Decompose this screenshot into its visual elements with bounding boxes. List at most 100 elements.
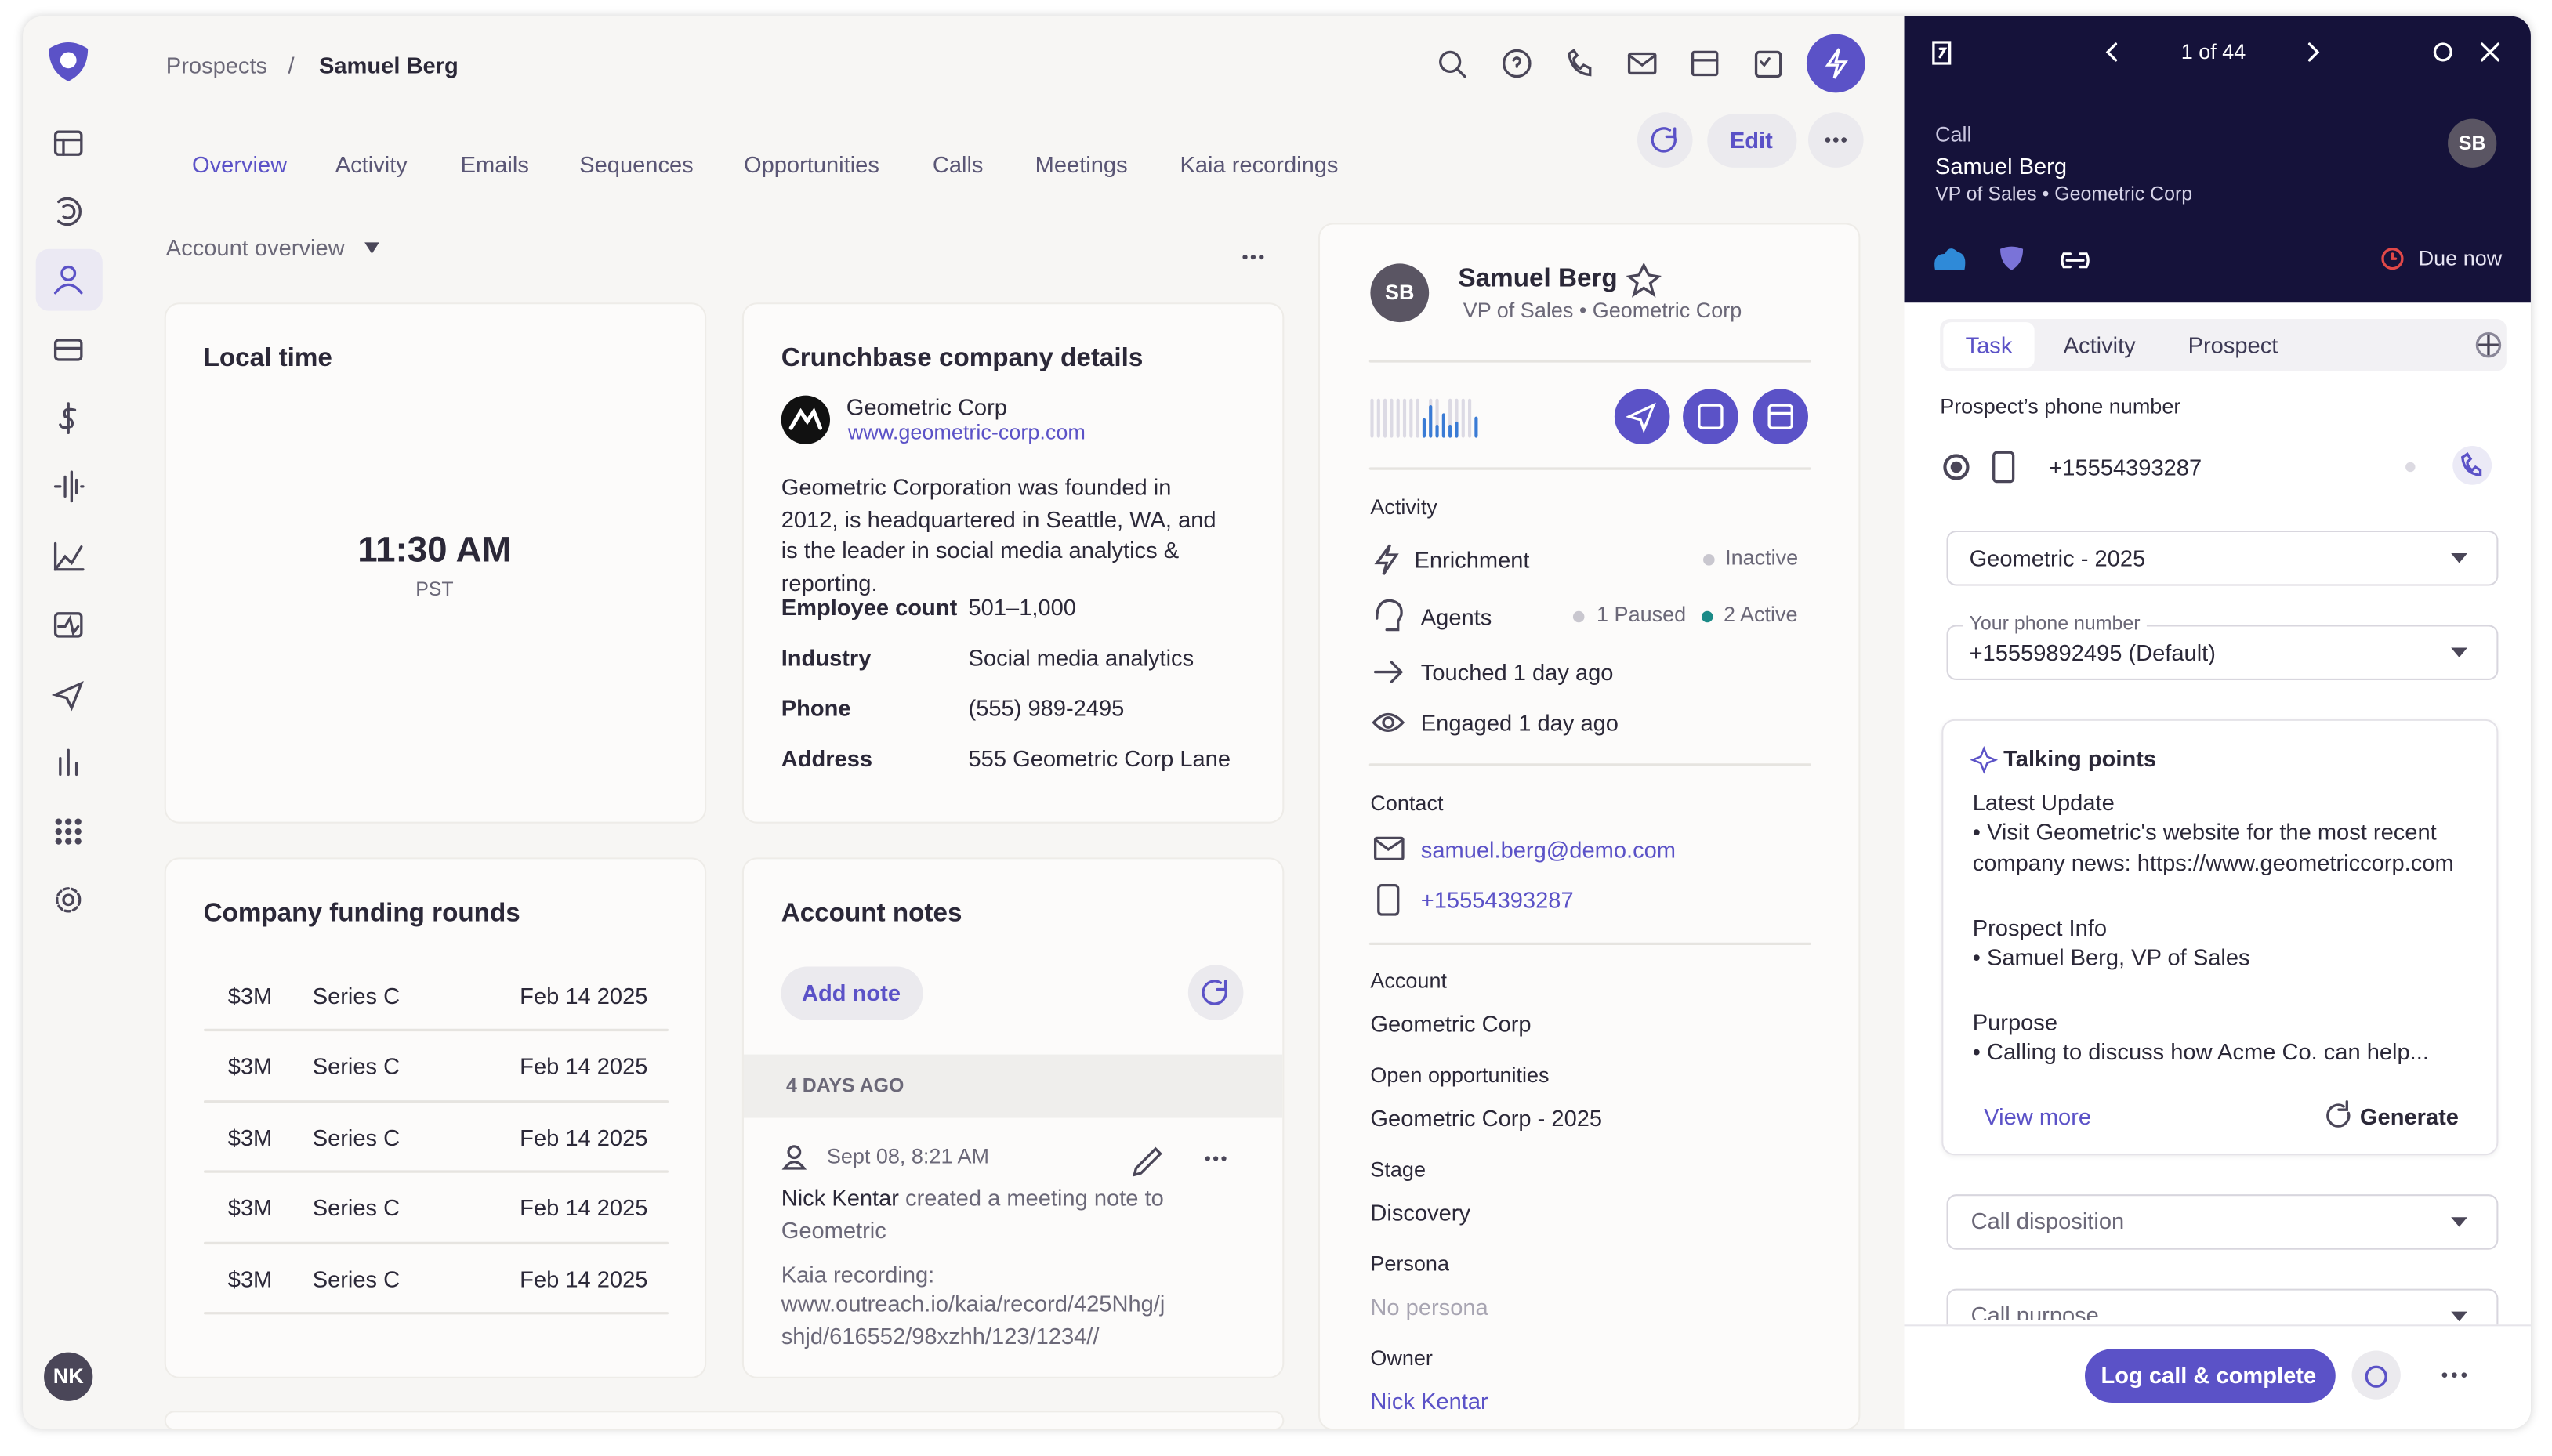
add-note-button[interactable]: Add note — [802, 980, 901, 1006]
talking-point-heading: Latest Update — [1972, 789, 2115, 816]
icon-circle — [1825, 137, 1831, 143]
crunchbase-card — [743, 304, 1283, 822]
notes-group-label: 4 DAYS AGO — [785, 1074, 904, 1097]
task-kind: Call — [1934, 121, 1972, 147]
icon-circle — [1806, 34, 1865, 93]
funding-amount: $3M — [227, 983, 273, 1009]
funding-amount: $3M — [227, 1053, 273, 1080]
edit-button[interactable]: Edit — [1729, 126, 1773, 154]
icon-circle — [65, 818, 72, 825]
activity-item: Enrichment — [1414, 546, 1530, 573]
status: Inactive — [1725, 545, 1799, 570]
icon-rect — [1691, 50, 1719, 77]
field-label: Industry — [781, 644, 872, 671]
tab[interactable]: Opportunities — [743, 151, 879, 178]
select-placeholder[interactable]: Call purpose — [1970, 1302, 2099, 1328]
select-placeholder[interactable]: Call disposition — [1970, 1207, 2125, 1233]
select-value[interactable]: +15559892495 (Default) — [1969, 639, 2216, 666]
icon-circle — [2441, 1372, 2448, 1378]
tab[interactable]: Meetings — [1035, 151, 1128, 178]
icon-rect — [1627, 52, 1657, 75]
icon-path — [2477, 334, 2500, 357]
icon-path — [1825, 48, 1848, 79]
breadcrumb-current: Samuel Berg — [318, 52, 459, 78]
icon-circle — [1701, 610, 1713, 623]
email-link[interactable]: samuel.berg@demo.com — [1420, 836, 1677, 863]
icon-circle — [1943, 454, 1970, 480]
breadcrumb-link[interactable]: Prospects — [165, 52, 268, 78]
icon-line — [1456, 68, 1466, 78]
tab[interactable]: Overview — [192, 151, 288, 178]
prospect-subtitle: VP of Sales • Geometric Corp — [1463, 297, 1742, 323]
tab[interactable]: Kaia recordings — [1180, 151, 1339, 178]
breadcrumb-separator: / — [288, 52, 295, 78]
task-footer — [1904, 1324, 2531, 1429]
tab[interactable]: Emails — [460, 151, 529, 178]
status: 1 Paused — [1597, 602, 1687, 627]
icon-path — [1422, 405, 1478, 438]
funding-series: Series C — [312, 1053, 401, 1080]
field-label: Your phone number — [1963, 608, 2147, 638]
icon-path — [2000, 246, 2024, 270]
field-value: (555) 989-2495 — [968, 694, 1125, 721]
edit-button[interactable] — [1707, 114, 1797, 168]
funding-date: Feb 14 2025 — [520, 1265, 648, 1291]
detail-value[interactable]: Nick Kentar — [1370, 1388, 1488, 1414]
icon-rect — [1992, 451, 2015, 484]
select[interactable] — [1946, 530, 2499, 586]
icon-circle — [60, 265, 77, 281]
note-summary: Nick Kentar created a meeting note to Ge… — [781, 1183, 1172, 1247]
icon-circle — [2381, 248, 2404, 270]
notes-group-band — [743, 1054, 1283, 1118]
select[interactable] — [1946, 1194, 2499, 1250]
task-tab[interactable]: Task — [1965, 331, 2013, 358]
icon-circle — [62, 893, 75, 907]
notes-card — [743, 859, 1283, 1377]
icon-path — [1370, 398, 1472, 438]
icon-circle — [1370, 263, 1430, 323]
funding-date: Feb 14 2025 — [520, 1053, 648, 1080]
icon-g — [2441, 1372, 2467, 1378]
complete-button[interactable] — [2084, 1349, 2336, 1403]
icon-circle — [56, 887, 82, 913]
avatar: SB — [2458, 132, 2486, 155]
phone-link[interactable]: +15554393287 — [1420, 886, 1574, 913]
icon-circle — [1221, 1156, 1227, 1161]
section-selector[interactable]: Account overview — [165, 234, 345, 261]
icon-path — [2460, 452, 2482, 477]
select[interactable] — [1946, 625, 2499, 680]
view-more-link[interactable]: View more — [1984, 1103, 2092, 1130]
icon-path — [2326, 1100, 2351, 1128]
icon-path — [1202, 980, 1227, 1005]
icon-circle — [74, 838, 82, 845]
select-value[interactable]: Geometric - 2025 — [1969, 545, 2146, 571]
task-tab[interactable]: Activity — [2063, 331, 2136, 358]
icon-path — [51, 680, 84, 712]
icon-rect — [1754, 50, 1782, 78]
talking-point-heading: Purpose — [1972, 1009, 2058, 1035]
icon-rect — [53, 339, 83, 361]
funding-amount: $3M — [227, 1265, 273, 1291]
icon-g — [2451, 553, 2467, 1322]
talking-point-body: • Visit Geometric's website for the most… — [1972, 818, 2454, 876]
generate-button[interactable]: Generate — [2359, 1103, 2459, 1130]
note-link: www.outreach.io/kaia/record/425Nhg/jshjd… — [781, 1290, 1165, 1349]
detail-label: Stage — [1370, 1157, 1426, 1182]
detail-value: Geometric Corp - 2025 — [1370, 1104, 1603, 1132]
detail-label: Open opportunities — [1370, 1062, 1550, 1088]
tab[interactable]: Calls — [932, 151, 984, 178]
task-tab[interactable]: Prospect — [2188, 331, 2278, 358]
field-label: Phone — [781, 694, 851, 721]
complete-button[interactable]: Log call & complete — [2101, 1362, 2317, 1389]
icon-circle — [1242, 254, 1248, 260]
icon-path — [781, 1160, 807, 1170]
icon-circle — [55, 838, 62, 845]
icon-path — [1567, 49, 1592, 77]
phone-number: +15554393287 — [2049, 454, 2202, 480]
icon-rect — [53, 612, 83, 638]
tab[interactable]: Activity — [335, 151, 408, 178]
tab[interactable]: Sequences — [579, 151, 694, 178]
icon-path — [1374, 544, 1399, 575]
company-link[interactable]: www.geometric-corp.com — [847, 419, 1086, 444]
user-avatar[interactable]: NK — [53, 1364, 84, 1389]
